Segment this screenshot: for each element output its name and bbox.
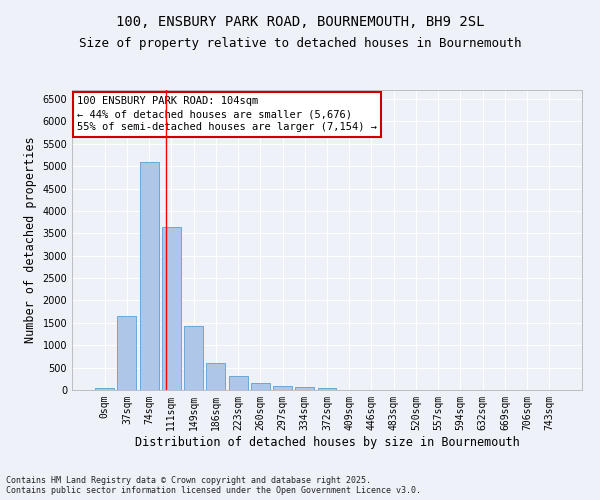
Bar: [317, 388, 337, 390]
Text: Contains HM Land Registry data © Crown copyright and database right 2025.
Contai: Contains HM Land Registry data © Crown c…: [6, 476, 421, 495]
Bar: [273, 386, 292, 390]
X-axis label: Distribution of detached houses by size in Bournemouth: Distribution of detached houses by size …: [134, 436, 520, 448]
Text: 100 ENSBURY PARK ROAD: 104sqm
← 44% of detached houses are smaller (5,676)
55% o: 100 ENSBURY PARK ROAD: 104sqm ← 44% of d…: [77, 96, 377, 132]
Text: 100, ENSBURY PARK ROAD, BOURNEMOUTH, BH9 2SL: 100, ENSBURY PARK ROAD, BOURNEMOUTH, BH9…: [116, 15, 484, 29]
Bar: [229, 376, 248, 390]
Bar: [140, 162, 158, 390]
Bar: [118, 316, 136, 390]
Text: Size of property relative to detached houses in Bournemouth: Size of property relative to detached ho…: [79, 38, 521, 51]
Bar: [162, 228, 181, 390]
Bar: [251, 383, 270, 390]
Bar: [295, 387, 314, 390]
Bar: [206, 362, 225, 390]
Bar: [184, 326, 203, 390]
Y-axis label: Number of detached properties: Number of detached properties: [24, 136, 37, 344]
Bar: [95, 388, 114, 390]
